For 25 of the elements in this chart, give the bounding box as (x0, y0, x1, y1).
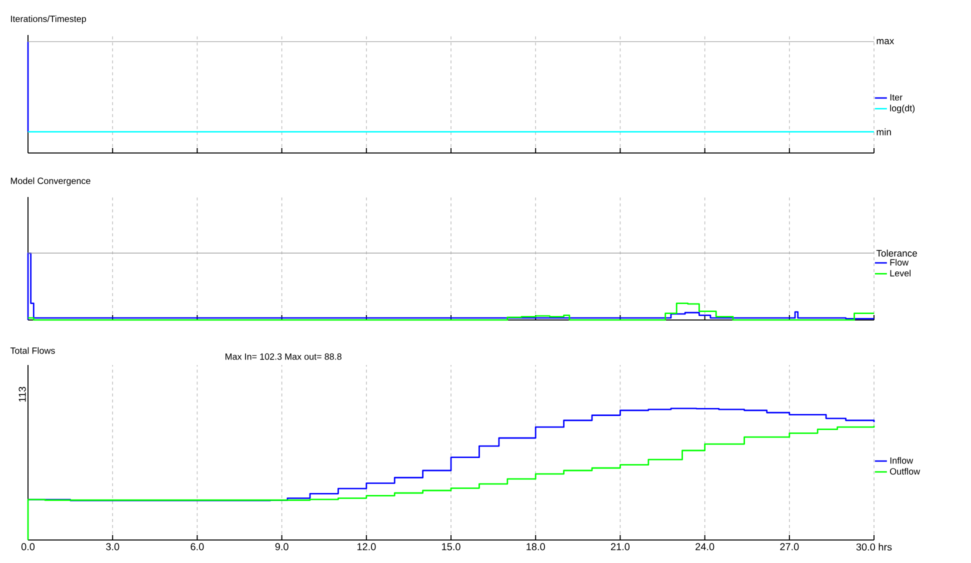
legend-label: Outflow (890, 468, 920, 475)
legend-label: log(dt) (890, 104, 915, 114)
x-tick-label: 30.0 hrs (856, 543, 892, 551)
x-tick-label: 9.0 (275, 543, 288, 550)
chart-title: Model Convergence (10, 177, 90, 186)
ref-line-label: max (876, 39, 894, 44)
text: Max In= 102.3 Max out= 88.8 (226, 353, 342, 360)
legend-label: Level (890, 270, 911, 276)
x-tick-label: 27.0 (780, 543, 799, 550)
x-tick-label: 6.0 (190, 543, 204, 550)
text: 113 (18, 386, 26, 402)
x-tick-label: 15.0 (442, 543, 460, 550)
chart-title: Iterations/Timestep (11, 15, 86, 24)
x-tick-label: 24.0 (696, 543, 714, 550)
x-tick-label: 12.0 (357, 543, 376, 550)
x-tick-label: 21.0 (610, 543, 630, 550)
legend-label: Inflow (890, 457, 914, 464)
x-tick-label: 18.0 (526, 543, 545, 550)
annotation: min (876, 128, 891, 136)
legend-label: Iter (890, 94, 902, 101)
x-tick-label: 3.0 (106, 543, 120, 550)
ref-line-label: Tolerance (876, 250, 917, 257)
legend-label: Flow (890, 258, 909, 266)
x-tick-label: 0.0 (21, 543, 35, 550)
chart-title: Total Flows (10, 347, 55, 354)
